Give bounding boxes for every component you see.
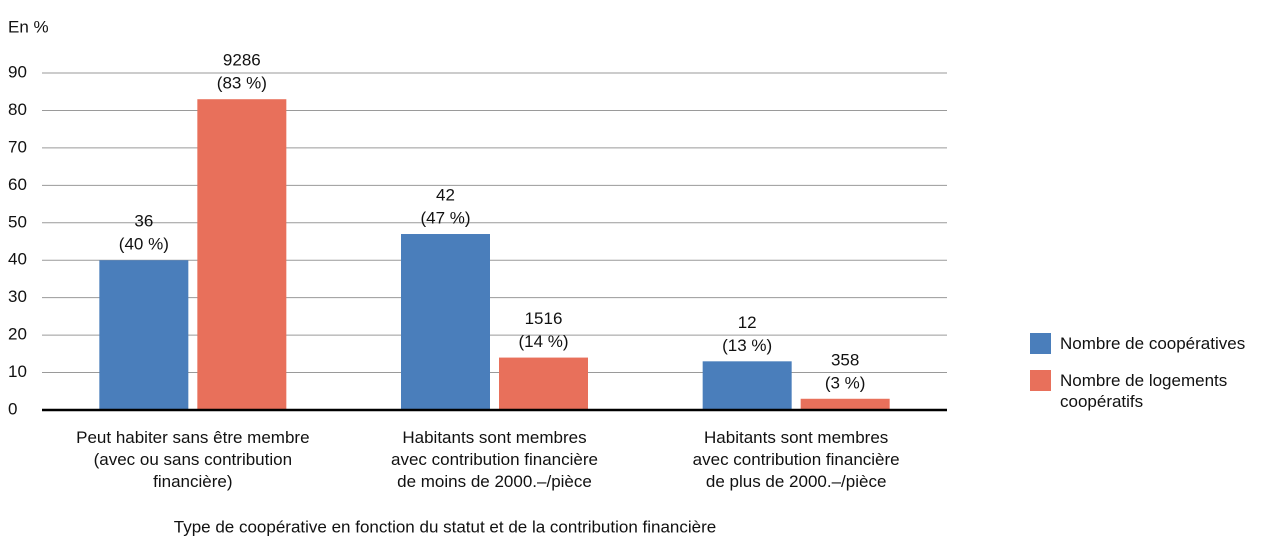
- data-count: 36: [134, 212, 153, 231]
- bar: [499, 357, 588, 410]
- x-axis-label: Type de coopérative en fonction du statu…: [174, 517, 716, 536]
- bar: [197, 99, 287, 410]
- y-tick-label: 0: [8, 399, 17, 418]
- legend-label: Nombre de logements coopératifs: [1060, 371, 1228, 411]
- legend-swatch: [1030, 333, 1051, 354]
- data-count: 358: [831, 350, 859, 369]
- y-tick-label: 80: [8, 100, 27, 119]
- y-tick-label: 10: [8, 362, 27, 381]
- bar: [401, 234, 490, 410]
- y-tick-label: 60: [8, 175, 27, 194]
- legend-swatch: [1030, 370, 1051, 391]
- y-tick-label: 40: [8, 250, 27, 269]
- y-tick-label: 20: [8, 325, 27, 344]
- x-tick-label: Habitants sont membres avec contribution…: [692, 428, 900, 491]
- data-count: 12: [738, 313, 757, 332]
- legend-label: Nombre de coopératives: [1060, 334, 1246, 353]
- x-tick-label: Habitants sont membres avec contribution…: [391, 428, 598, 491]
- y-axis-label: En %: [8, 17, 49, 36]
- y-tick-label: 30: [8, 287, 27, 306]
- x-tick-label: Peut habiter sans être membre (avec ou s…: [76, 428, 310, 491]
- data-label: (47 %): [420, 208, 470, 227]
- data-count: 9286: [223, 51, 261, 70]
- bar: [99, 260, 189, 410]
- data-count: 1516: [525, 309, 563, 328]
- data-label: (13 %): [722, 336, 772, 355]
- y-tick-label: 70: [8, 137, 27, 156]
- bar: [702, 361, 792, 410]
- y-tick-label: 90: [8, 62, 27, 81]
- data-label: (40 %): [119, 235, 169, 254]
- data-count: 42: [436, 185, 455, 204]
- data-label: (3 %): [825, 373, 866, 392]
- data-label: (83 %): [217, 74, 267, 93]
- y-tick-label: 50: [8, 212, 27, 231]
- bar: [800, 398, 890, 410]
- data-label: (14 %): [518, 332, 568, 351]
